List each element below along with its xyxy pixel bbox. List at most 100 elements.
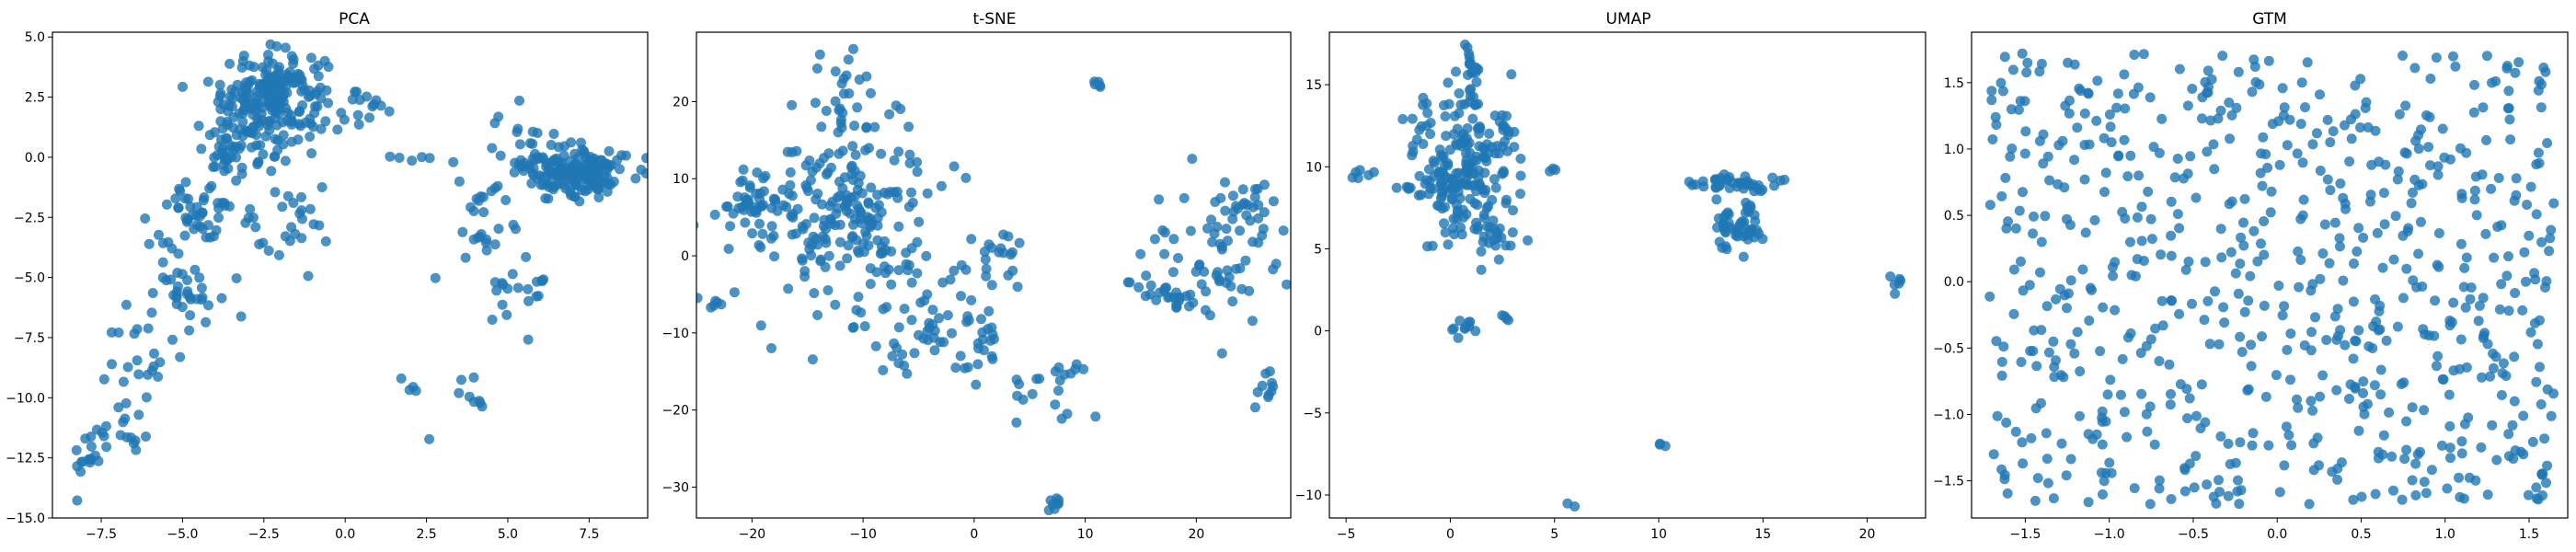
data-point [1391,182,1402,193]
data-point [2340,339,2351,351]
data-point [2062,303,2072,314]
data-point [281,103,292,114]
data-point [1430,157,1440,168]
data-point [296,191,306,202]
data-point [2407,402,2418,413]
data-point [2496,390,2507,400]
data-point [2001,417,2012,428]
data-point [1743,206,1754,217]
data-point [834,236,845,247]
data-point [738,164,749,175]
data-point [1249,191,1260,202]
y-tick-label: −10 [661,327,689,341]
data-point [2266,186,2277,197]
data-point [2238,240,2249,251]
data-point [2537,490,2547,500]
data-point [866,182,877,193]
data-point [602,172,613,183]
data-point [856,307,867,318]
data-point [2548,198,2559,209]
data-point [2437,123,2448,134]
data-point [2488,362,2499,374]
data-point [2532,339,2543,350]
data-point [2007,64,2018,75]
x-tick-label: −0.5 [2178,527,2209,542]
data-point [2381,335,2392,346]
data-point [841,70,852,81]
data-point [2106,467,2117,478]
data-point [168,290,179,301]
y-tick-label: −1.0 [1933,408,1964,422]
data-point [912,156,923,167]
data-point [978,345,989,356]
data-point [788,209,799,219]
data-point [2197,113,2207,124]
data-point [489,118,500,129]
data-point [2541,477,2551,489]
data-point [2210,286,2220,297]
data-point [2420,328,2431,339]
data-point [2083,88,2094,99]
data-point [1456,131,1467,142]
data-point [222,132,233,144]
data-point [107,359,117,370]
data-point [1007,265,1018,276]
data-point [241,85,252,96]
data-point [2399,454,2410,465]
data-point [1227,190,1238,201]
data-point [270,133,281,144]
data-point [1429,171,1440,182]
data-point [157,272,168,283]
data-point [2245,270,2256,282]
data-point [527,126,538,137]
data-point [2393,166,2404,177]
data-point [592,178,604,189]
data-point [732,191,743,202]
data-point [859,321,870,332]
data-point [2493,173,2504,183]
data-point [2308,465,2319,476]
data-point [1991,336,2002,347]
data-point [518,166,529,177]
data-point [2311,128,2322,139]
data-point [2233,288,2244,299]
data-point [217,143,228,154]
data-point [2436,440,2447,451]
data-point [206,180,217,191]
data-point [846,160,857,171]
data-point [252,159,263,170]
data-point [468,397,479,408]
x-tick-label: 15 [1754,527,1771,542]
data-point [937,277,949,288]
data-point [912,167,923,178]
scatter-points [1347,40,1906,512]
x-tick-label: −1.0 [2094,527,2125,542]
data-point [2029,211,2039,222]
data-point [1719,223,1730,234]
data-point [255,140,266,151]
data-point [897,349,908,360]
data-point [2166,295,2177,305]
data-point [766,343,776,353]
data-point [2166,250,2177,261]
data-point [2529,317,2540,328]
data-point [1454,108,1465,119]
data-point [2504,114,2515,125]
data-point [855,170,866,181]
data-point [354,95,365,106]
scatter-points [71,39,648,506]
data-point [2298,194,2309,205]
data-point [230,141,241,152]
data-point [1206,214,1216,225]
x-tick-label: −5.0 [167,527,198,542]
data-point [928,332,939,343]
data-point [2444,389,2455,400]
data-point [258,62,269,73]
data-point [1497,109,1508,121]
x-tick-label: 0.0 [335,527,355,542]
data-point [468,372,479,383]
y-tick-label: 1.5 [1944,76,1964,91]
data-point [305,203,316,214]
data-point [288,198,299,208]
